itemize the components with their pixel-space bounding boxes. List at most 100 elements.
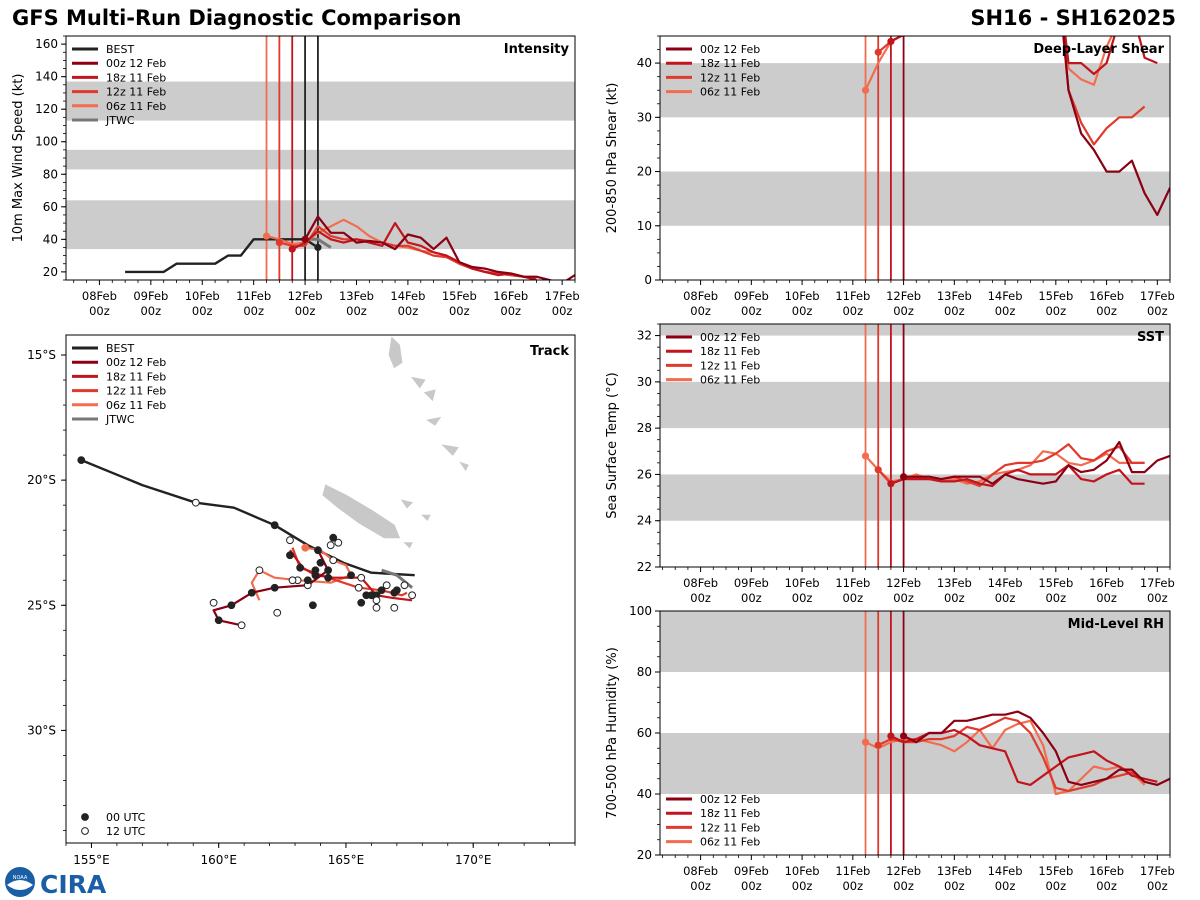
track-marker xyxy=(382,581,391,590)
sst-xtick-sublabel: 00z xyxy=(944,591,965,605)
rh-xtick-label: 11Feb xyxy=(835,864,870,878)
intensity-xtick-label: 11Feb xyxy=(236,289,271,303)
track-marker xyxy=(237,621,246,630)
track-marker xyxy=(316,558,325,567)
intensity-ytick-label: 100 xyxy=(35,135,58,149)
rh-legend-label: 18z 11 Feb xyxy=(700,807,760,820)
track-marker-legend-label: 00 UTC xyxy=(106,811,146,824)
track-marker xyxy=(270,521,279,530)
track-legend-label: 06z 11 Feb xyxy=(106,399,166,412)
shear-xtick-sublabel: 00z xyxy=(792,304,813,318)
track-marker xyxy=(357,598,366,607)
intensity-series-marker xyxy=(314,243,322,252)
sst-series-line xyxy=(890,464,1145,488)
rh-xtick-label: 14Feb xyxy=(988,864,1023,878)
track-marker-legend-label: 12 UTC xyxy=(106,825,146,838)
intensity-ytick-label: 60 xyxy=(43,200,58,214)
sst-xtick-sublabel: 00z xyxy=(893,591,914,605)
intensity-xtick-sublabel: 00z xyxy=(243,304,264,318)
land-polygon xyxy=(388,336,403,369)
intensity-xtick-label: 14Feb xyxy=(390,289,425,303)
rh-xtick-sublabel: 00z xyxy=(1045,879,1066,893)
intensity-xtick-sublabel: 00z xyxy=(140,304,161,318)
rh-ytick-label: 60 xyxy=(637,726,652,740)
sst-series-marker xyxy=(861,452,870,460)
track-marker xyxy=(209,598,218,607)
intensity-series-marker xyxy=(262,232,271,240)
intensity-series-marker xyxy=(275,238,283,247)
track-xtick-label: 170°E xyxy=(455,853,492,867)
intensity-xtick-label: 15Feb xyxy=(442,289,477,303)
intensity-panel: 2040608010012014016008Feb00z09Feb00z10Fe… xyxy=(11,35,580,318)
intensity-ytick-label: 140 xyxy=(35,70,58,84)
sst-band xyxy=(660,474,1170,521)
shear-xtick-label: 14Feb xyxy=(988,289,1023,303)
shear-ylabel: 200-850 hPa Shear (kt) xyxy=(605,83,620,234)
track-marker xyxy=(273,608,282,617)
figure-title: GFS Multi-Run Diagnostic Comparison xyxy=(12,6,462,30)
rh-series-marker xyxy=(861,738,870,746)
rh-xtick-sublabel: 00z xyxy=(1096,879,1117,893)
rh-xtick-label: 17Feb xyxy=(1140,864,1175,878)
shear-xtick-sublabel: 00z xyxy=(995,304,1016,318)
sst-legend-label: 12z 11 Feb xyxy=(700,359,760,372)
track-marker xyxy=(324,573,333,582)
rh-ytick-label: 80 xyxy=(637,665,652,679)
rh-legend-label: 12z 11 Feb xyxy=(700,821,760,834)
sst-legend-label: 00z 12 Feb xyxy=(700,331,760,344)
rh-xtick-label: 16Feb xyxy=(1089,864,1124,878)
intensity-series-line xyxy=(304,215,575,280)
land-polygon xyxy=(423,389,436,402)
intensity-band xyxy=(66,149,575,170)
intensity-legend-label: JTWC xyxy=(105,114,135,127)
shear-series-line xyxy=(1062,36,1170,216)
track-marker xyxy=(311,566,320,575)
intensity-plot-area xyxy=(66,36,575,280)
intensity-xtick-sublabel: 00z xyxy=(398,304,419,318)
intensity-xtick-label: 17Feb xyxy=(545,289,580,303)
sst-legend-label: 06z 11 Feb xyxy=(700,374,760,387)
shear-series-line xyxy=(890,36,1158,76)
rh-legend-label: 00z 12 Feb xyxy=(700,793,760,806)
sst-xtick-sublabel: 00z xyxy=(1147,591,1168,605)
rh-xtick-sublabel: 00z xyxy=(1147,879,1168,893)
shear-band xyxy=(660,171,1170,226)
track-marker xyxy=(288,576,297,585)
track-legend-label: JTWC xyxy=(105,413,135,426)
track-panel: 155°E 160°E 165°E 170°E 15°S 20°S 25°S 30°S Trac… xyxy=(27,334,576,867)
shear-xtick-label: 09Feb xyxy=(734,289,769,303)
shear-legend-label: 06z 11 Feb xyxy=(700,86,760,99)
shear-ytick-label: 20 xyxy=(637,165,652,179)
track-marker xyxy=(347,571,355,580)
sst-plot-area xyxy=(660,324,1170,567)
sst-band xyxy=(660,381,1170,429)
shear-legend-label: 00z 12 Feb xyxy=(700,43,760,56)
shear-panel: 01020304008Feb00z09Feb00z10Feb00z11Feb00… xyxy=(605,35,1175,318)
rh-ylabel: 700-500 hPa Humidity (%) xyxy=(605,647,620,819)
sst-ytick-label: 30 xyxy=(637,375,652,389)
shear-ytick-label: 30 xyxy=(637,110,652,124)
land-polygon xyxy=(426,416,442,426)
shear-ytick-label: 40 xyxy=(637,56,652,70)
rh-xtick-label: 10Feb xyxy=(785,864,820,878)
track-legend-label: 12z 11 Feb xyxy=(106,385,166,398)
sst-ylabel: Sea Surface Temp (°C) xyxy=(605,372,620,519)
rh-series-line xyxy=(877,716,1146,793)
sst-xtick-label: 16Feb xyxy=(1089,576,1124,590)
sst-xtick-label: 15Feb xyxy=(1038,576,1073,590)
track-xtick-label: 160°E xyxy=(200,853,237,867)
track-ytick-label: 20°S xyxy=(27,473,56,487)
intensity-xtick-sublabel: 00z xyxy=(552,304,573,318)
intensity-xtick-sublabel: 00z xyxy=(449,304,470,318)
track-marker xyxy=(227,601,236,610)
sst-ytick-label: 26 xyxy=(637,467,652,481)
intensity-xtick-sublabel: 00z xyxy=(500,304,521,318)
shear-legend-label: 18z 11 Feb xyxy=(700,57,760,70)
track-marker xyxy=(77,456,86,465)
track-marker-legend-symbol xyxy=(81,813,89,821)
rh-xtick-sublabel: 00z xyxy=(944,879,965,893)
track-marker xyxy=(400,581,409,590)
shear-xtick-label: 16Feb xyxy=(1089,289,1124,303)
sst-series-line xyxy=(877,443,1145,488)
shear-xtick-sublabel: 00z xyxy=(1045,304,1066,318)
